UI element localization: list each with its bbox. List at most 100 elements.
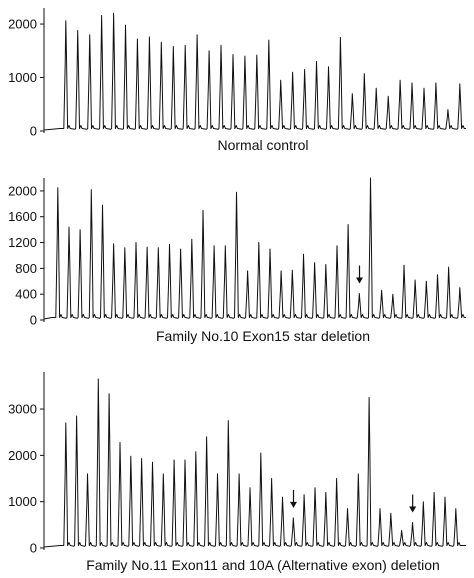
peak-point <box>423 87 426 90</box>
peak-point <box>369 177 372 180</box>
peak-point <box>140 457 143 460</box>
peak-point <box>172 45 175 48</box>
peak-point <box>151 461 154 464</box>
y-tick-label: 2000 <box>8 17 37 32</box>
peak-point <box>216 472 219 475</box>
peak-point <box>390 512 393 515</box>
panel-normal-control: 0 1000 2000 Normal control <box>8 8 466 153</box>
peak-point <box>455 507 458 510</box>
deletion-arrow <box>409 494 417 513</box>
peak-point <box>387 95 390 98</box>
peak-point <box>291 269 294 272</box>
peak-point <box>357 472 360 475</box>
y-tick-label: 1000 <box>8 70 37 85</box>
peak-point <box>124 24 127 27</box>
peak-point <box>205 435 208 438</box>
peak-point <box>400 529 403 532</box>
peak-point <box>414 278 417 281</box>
peak-point <box>368 396 371 399</box>
peak-point <box>196 33 199 36</box>
caption-family-11: Family No.11 Exon11 and 10A (Alternative… <box>86 557 440 573</box>
peak-point <box>232 53 235 56</box>
peak-point <box>267 39 270 42</box>
peak-point <box>315 60 318 63</box>
peak-point <box>184 459 187 462</box>
peak-point <box>303 68 306 71</box>
y-axis-ticks: 0 400 800 1200 1600 2000 <box>8 183 44 328</box>
peak-point <box>227 419 230 422</box>
y-tick-label: 0 <box>30 124 37 139</box>
y-tick-label: 800 <box>15 261 37 276</box>
peak-point <box>244 55 247 58</box>
peak-point <box>220 44 223 47</box>
panel-family-11: 0 1000 2000 3000 Family No.11 Exon11 and 10… <box>8 372 466 573</box>
deletion-arrows <box>356 265 363 284</box>
peak-point <box>202 209 205 212</box>
deletion-arrow-head <box>356 277 363 284</box>
peak-point <box>281 496 284 499</box>
peak-point <box>124 246 127 249</box>
peak-point <box>335 477 338 480</box>
peak-point <box>191 238 194 241</box>
y-axis-ticks: 0 1000 2000 3000 <box>8 402 44 556</box>
peak-point <box>436 273 439 276</box>
peak-point <box>76 29 79 32</box>
peak-point <box>235 191 238 194</box>
peak-point <box>208 49 211 52</box>
peak-point <box>146 246 149 249</box>
peak-point <box>303 493 306 496</box>
peak-point <box>403 264 406 267</box>
peak-point <box>433 491 436 494</box>
peak-point <box>112 242 115 245</box>
deletion-arrow <box>356 265 363 284</box>
peak-point <box>380 289 383 292</box>
peak-point <box>392 293 395 296</box>
peak-point <box>79 228 82 231</box>
peak-point <box>375 87 378 90</box>
peak-markers <box>57 177 462 296</box>
peak-point <box>325 263 328 266</box>
peak-point <box>173 459 176 462</box>
peak-point <box>459 82 462 85</box>
trace-family-10 <box>43 177 466 320</box>
panel-family-10: 0 400 800 1200 1600 2000 Family No.10 Exon15 … <box>8 177 466 344</box>
peak-point <box>136 38 139 41</box>
peak-point <box>75 415 78 418</box>
peak-point <box>184 44 187 47</box>
peak-point <box>135 241 138 244</box>
peak-point <box>112 12 115 15</box>
peak-point <box>280 269 283 272</box>
peak-point <box>347 223 350 226</box>
peak-point <box>358 292 361 295</box>
peak-point <box>313 261 316 264</box>
peak-point <box>195 450 198 453</box>
peak-point <box>425 280 428 283</box>
peak-point <box>302 253 305 256</box>
peak-point <box>168 243 171 246</box>
peak-point <box>325 491 328 494</box>
peak-point <box>279 79 282 82</box>
y-tick-label: 1000 <box>8 494 37 509</box>
peak-point <box>65 421 68 424</box>
y-tick-label: 2000 <box>8 183 37 198</box>
peak-point <box>422 500 425 503</box>
deletion-arrow-head <box>290 501 297 508</box>
peak-point <box>379 507 382 510</box>
peak-point <box>260 452 263 455</box>
peak-point <box>108 392 111 395</box>
y-axis-ticks: 0 1000 2000 <box>8 17 44 139</box>
peak-point <box>224 244 227 247</box>
peak-point <box>459 286 462 289</box>
peak-point <box>246 269 249 272</box>
peak-point <box>101 204 104 207</box>
peak-point <box>119 441 122 444</box>
peak-point <box>57 186 60 189</box>
peak-point <box>447 108 450 111</box>
peak-point <box>86 472 89 475</box>
peak-point <box>314 486 317 489</box>
peak-point <box>351 92 354 95</box>
peak-point <box>411 81 414 84</box>
peak-point <box>213 244 216 247</box>
peak-point <box>336 244 339 247</box>
